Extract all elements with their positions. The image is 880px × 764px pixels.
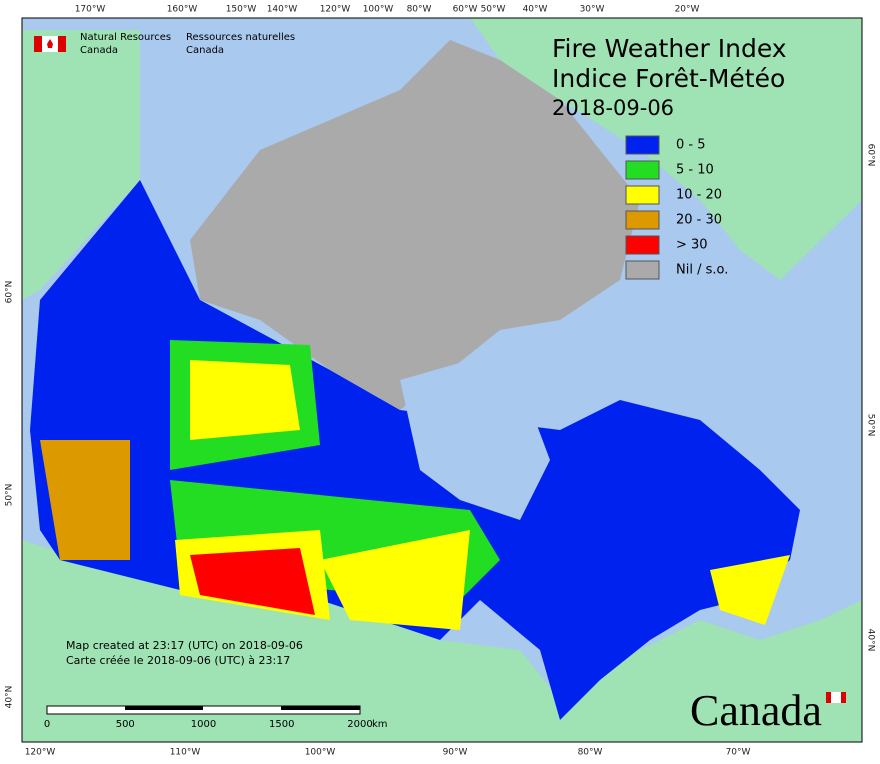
graticule-label: 40°N (5, 686, 15, 709)
scale-label: 2000 (347, 719, 372, 730)
hudson-bay (400, 360, 550, 520)
legend-label: 10 - 20 (676, 188, 722, 203)
graticule-label: 80°W (578, 748, 603, 758)
graticule-label: 60°N (5, 281, 15, 304)
created-en: Map created at 23:17 (UTC) on 2018-09-06 (66, 639, 303, 652)
alaska (22, 30, 140, 300)
zone-yellow (710, 555, 790, 625)
legend-swatch (625, 235, 660, 255)
wordmark: Canada (690, 686, 846, 735)
graticule-label: 60°N (866, 144, 876, 167)
greenland (470, 18, 862, 280)
scale-label: 0 (44, 719, 50, 730)
legend-label: Nil / s.o. (676, 263, 728, 278)
wordmark-text: Canada (690, 686, 822, 735)
legend-swatch (625, 210, 660, 230)
zone-yellow (190, 360, 300, 440)
graticule-label: 120°W (25, 748, 56, 758)
graticule-label: 70°W (726, 748, 751, 758)
graticule-label: 60°W (453, 5, 478, 15)
legend-swatch (625, 160, 660, 180)
scale-bar (46, 705, 361, 715)
graticule-label: 40°W (523, 5, 548, 15)
date: 2018-09-06 (552, 96, 674, 120)
title: Fire Weather Index (552, 34, 787, 63)
legend-label: 5 - 10 (676, 163, 714, 178)
graticule-label: 30°W (580, 5, 605, 15)
zone-orange (40, 440, 130, 560)
agency-fr: Ressources naturelles (186, 32, 295, 43)
legend-swatch (625, 260, 660, 280)
flag (34, 36, 42, 52)
graticule-label: 100°W (305, 748, 336, 758)
united-states (22, 540, 862, 742)
flag (58, 36, 66, 52)
scale-unit: km (372, 719, 388, 730)
graticule-label: 50°W (481, 5, 506, 15)
graticule-label: 100°W (363, 5, 394, 15)
arctic-no-data (190, 40, 640, 410)
graticule-label: 170°W (75, 5, 106, 15)
graticule-label: 150°W (226, 5, 257, 15)
country-en: Canada (80, 45, 118, 56)
graticule-label: 120°W (320, 5, 351, 15)
country-fr: Canada (186, 45, 224, 56)
legend-swatch (625, 185, 660, 205)
graticule-label: 110°W (170, 748, 201, 758)
title-fr: Indice Forêt-Météo (552, 64, 785, 93)
graticule-label: 90°W (443, 748, 468, 758)
scale-label: 1500 (269, 719, 294, 730)
legend-swatch (625, 135, 660, 155)
legend-label: 0 - 5 (676, 138, 706, 153)
graticule-label: 80°W (407, 5, 432, 15)
zone-yellow (320, 530, 470, 630)
scale-label: 500 (116, 719, 135, 730)
graticule-label: 40°N (866, 629, 876, 652)
legend-label: > 30 (676, 238, 708, 253)
created-fr: Carte créée le 2018-09-06 (UTC) à 23:17 (66, 654, 290, 667)
graticule-label: 50°N (866, 414, 876, 437)
flag (47, 39, 53, 48)
scale-label: 1000 (191, 719, 216, 730)
graticule-label: 50°N (5, 484, 15, 507)
agency-en: Natural Resources (80, 32, 171, 43)
graticule-label: 140°W (267, 5, 298, 15)
legend-label: 20 - 30 (676, 213, 722, 228)
graticule-label: 160°W (167, 5, 198, 15)
zone-red (190, 548, 315, 615)
graticule-label: 20°W (675, 5, 700, 15)
map-frame (21, 17, 863, 743)
